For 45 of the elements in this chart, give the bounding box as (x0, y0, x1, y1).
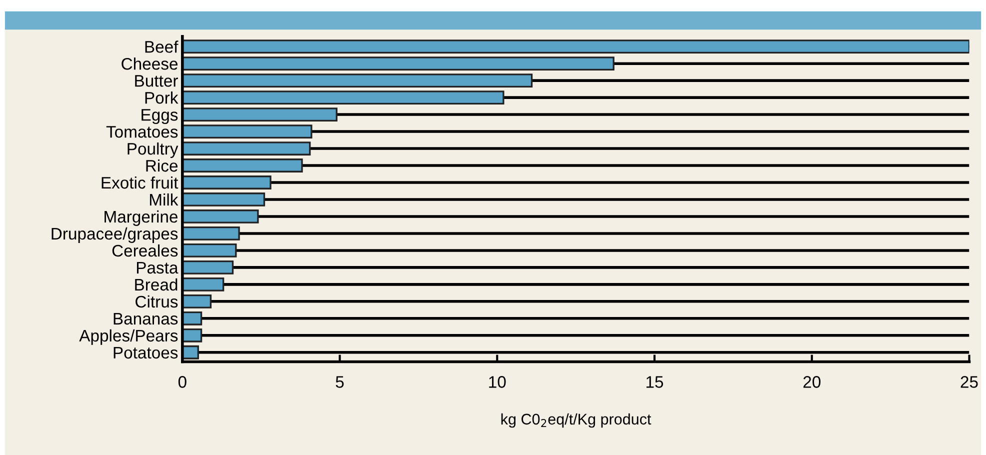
x-tick-label: 15 (646, 376, 664, 388)
y-tick-label: Potatoes (114, 346, 178, 359)
y-tick-label: Milk (150, 193, 178, 206)
x-axis-title: kg C0$_{2}$eq/t/Kg product (501, 413, 652, 428)
bar (182, 294, 212, 308)
x-tick-label: 0 (178, 376, 186, 388)
bar (182, 56, 614, 71)
y-tick-label: Bread (135, 278, 178, 291)
y-tick-label: Poultry (128, 142, 178, 158)
bar (182, 74, 533, 88)
y-tick-label: Tomatoes (106, 126, 178, 138)
bar (182, 158, 303, 172)
y-tick-label: Pork (145, 92, 178, 104)
y-tick-label: Butter (135, 75, 178, 87)
bar (182, 108, 338, 122)
bar (182, 124, 312, 138)
x-tick-label: 5 (336, 376, 344, 388)
y-tick-label: Eggs (142, 109, 178, 124)
y-tick-label: Cereales (112, 244, 178, 257)
bar (182, 244, 237, 258)
y-tick-label: Drupacee/grapes (52, 227, 178, 243)
x-tick-label: 10 (489, 376, 506, 388)
x-tick-label: 20 (803, 376, 820, 388)
bar (182, 260, 234, 274)
bar (182, 192, 266, 206)
bar (182, 345, 199, 360)
bar (182, 226, 240, 240)
bar (182, 277, 224, 292)
bar (182, 328, 202, 342)
bar (182, 40, 970, 54)
y-tick-label: Exotic fruit (102, 176, 178, 189)
y-tick-label: Margerine (104, 210, 178, 226)
bar (182, 142, 311, 156)
y-tick-label: Rice (146, 159, 178, 172)
x-tick-label: 25 (960, 376, 978, 388)
bar (182, 90, 504, 105)
bar (182, 176, 272, 190)
bar (182, 210, 259, 224)
y-tick-label: Bananas (114, 312, 178, 325)
y-tick-label: Cheese (122, 58, 178, 70)
bar (182, 311, 202, 326)
y-tick-label: Citrus (136, 295, 178, 308)
y-tick-label: Beef (145, 40, 178, 53)
y-tick-label: Pasta (136, 262, 178, 274)
y-tick-label: Apples/Pears (79, 329, 178, 345)
